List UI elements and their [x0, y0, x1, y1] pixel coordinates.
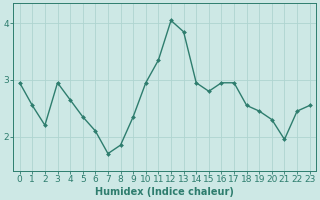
X-axis label: Humidex (Indice chaleur): Humidex (Indice chaleur) — [95, 187, 234, 197]
